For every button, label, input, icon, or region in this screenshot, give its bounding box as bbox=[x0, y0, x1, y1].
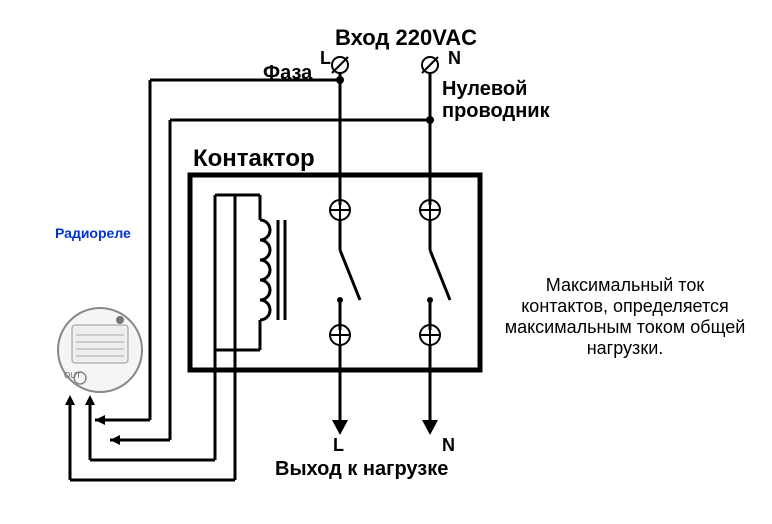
contactor-label: Контактор bbox=[193, 145, 315, 173]
contact-L-blade bbox=[340, 250, 360, 300]
arrow-L-out bbox=[332, 420, 348, 435]
neutral-label: Нулевой проводник bbox=[442, 78, 550, 122]
phase-label: Фаза bbox=[263, 62, 312, 85]
output-label: Выход к нагрузке bbox=[275, 458, 448, 481]
terminal-N-label: N bbox=[448, 48, 461, 69]
coil-symbol bbox=[260, 195, 285, 350]
arrow-N-out bbox=[422, 420, 438, 435]
radio-relay-label: Радиореле bbox=[55, 225, 131, 241]
arrow-coil2 bbox=[65, 395, 75, 405]
svg-text:OUT: OUT bbox=[64, 371, 81, 380]
wiring-diagram: OUT bbox=[0, 0, 772, 524]
max-current-note: Максимальный ток контактов, определяется… bbox=[500, 275, 750, 359]
contact-L-top-terminal bbox=[330, 200, 350, 220]
input-terminal-N bbox=[422, 57, 438, 73]
contact-N-blade bbox=[430, 250, 450, 300]
contact-L-bottom-terminal bbox=[330, 325, 350, 345]
contact-N-bottom-terminal bbox=[420, 325, 440, 345]
radio-relay-device: OUT bbox=[58, 308, 142, 392]
contact-N-top-terminal bbox=[420, 200, 440, 220]
input-terminal-L bbox=[332, 57, 348, 73]
arrow-neutral-relay bbox=[110, 435, 120, 445]
arrow-coil1 bbox=[85, 395, 95, 405]
output-L-label: L bbox=[333, 435, 344, 456]
output-N-label: N bbox=[442, 435, 455, 456]
arrow-phase-relay bbox=[95, 415, 105, 425]
terminal-L-label: L bbox=[320, 48, 331, 69]
